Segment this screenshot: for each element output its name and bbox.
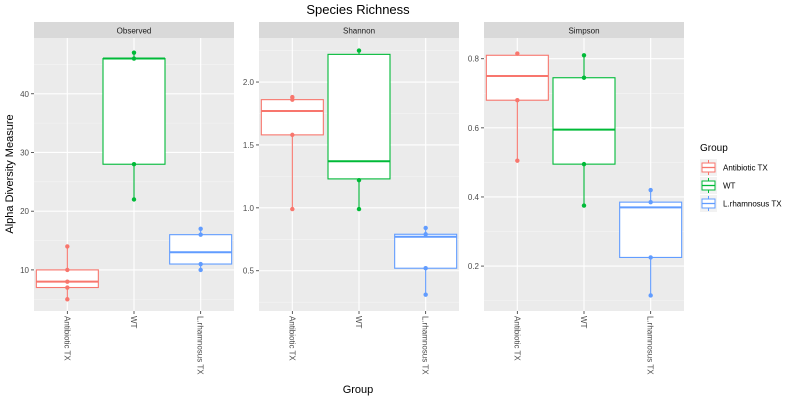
x-tick-label: L.rhamnosus TX <box>421 316 430 375</box>
data-point <box>198 226 203 232</box>
data-point <box>65 267 70 273</box>
y-tick-label: 40 <box>20 90 29 99</box>
data-point <box>581 203 587 208</box>
y-tick-label: 0.4 <box>468 193 480 202</box>
x-tick-label: L.rhamnosus TX <box>196 316 205 375</box>
legend-entry-wt: WT <box>700 177 736 194</box>
data-point <box>290 132 295 138</box>
facet-strip <box>259 22 459 38</box>
data-point <box>65 244 70 249</box>
data-point <box>581 53 587 58</box>
data-point <box>423 232 428 237</box>
facet-strip-label: Shannon <box>343 27 375 36</box>
y-tick-label: 2.0 <box>243 78 255 87</box>
data-point <box>648 187 653 193</box>
data-point <box>198 267 203 273</box>
legend: Group Antibiotic TX WT L.rhamnosus TX <box>700 143 782 212</box>
y-tick-label: 30 <box>20 148 29 157</box>
facet-strip-label: Observed <box>117 27 152 36</box>
data-point <box>648 293 653 298</box>
facet-panel-simpson: Simpson 0.2 0.4 0.6 0.8 Antibiotic TX WT L.rham… <box>468 22 684 375</box>
box-wt <box>102 50 166 202</box>
y-tick-label: 0.2 <box>468 262 480 271</box>
legend-title: Group <box>700 143 728 154</box>
data-point <box>515 98 520 103</box>
data-point <box>198 232 203 237</box>
data-point <box>581 75 587 80</box>
y-tick-label: 0.6 <box>468 124 480 133</box>
box-iqr <box>102 57 166 165</box>
x-tick-label: Antibiotic TX <box>287 316 296 361</box>
box-iqr <box>260 99 324 136</box>
box-wt <box>552 53 616 208</box>
data-point <box>356 48 362 53</box>
legend-label: Antibiotic TX <box>723 164 768 173</box>
data-point <box>648 255 653 260</box>
chart-title: Species Richness <box>306 2 410 17</box>
data-point <box>131 50 137 55</box>
data-point <box>65 297 70 302</box>
x-tick-label: WT <box>354 316 363 329</box>
data-point <box>423 225 428 231</box>
y-tick-label: 1.5 <box>243 141 255 150</box>
data-point <box>65 285 70 290</box>
facet-strip <box>484 22 684 38</box>
data-point <box>290 206 295 212</box>
box-l-rhamnosus-tx <box>169 226 233 273</box>
box-wt <box>327 48 391 212</box>
box-iqr <box>327 53 391 180</box>
panels-layer: Observed 10 20 30 40 Antibiotic TX WT L.rhamnos… <box>20 22 684 375</box>
facet-panel-observed: Observed 10 20 30 40 Antibiotic TX WT L.rhamnos… <box>20 22 234 375</box>
data-point <box>423 266 428 271</box>
box-l-rhamnosus-tx <box>394 225 458 297</box>
box-antibiotic-tx <box>485 51 549 163</box>
legend-entry-l-rhamnosus-tx: L.rhamnosus TX <box>700 195 782 212</box>
data-point <box>581 161 587 167</box>
y-tick-label: 0.8 <box>468 55 480 64</box>
y-axis-title: Alpha Diversity Measure <box>4 114 16 233</box>
legend-label: WT <box>723 182 736 191</box>
facet-strip <box>34 22 234 38</box>
data-point <box>198 261 203 267</box>
data-point <box>515 51 520 56</box>
box-iqr <box>485 54 549 101</box>
x-axis-title: Group <box>343 384 374 396</box>
x-tick-label: L.rhamnosus TX <box>646 316 655 375</box>
box-iqr <box>394 233 458 269</box>
facet-panel-shannon: Shannon 0.5 1.0 1.5 2.0 Antibiotic TX WT L.rham… <box>243 22 459 375</box>
data-point <box>423 292 428 297</box>
box-iqr <box>35 269 99 289</box>
box-antibiotic-tx <box>35 244 99 302</box>
data-point <box>648 199 653 205</box>
legend-label: L.rhamnosus TX <box>723 200 782 209</box>
y-tick-label: 0.5 <box>243 267 255 276</box>
data-point <box>515 158 520 163</box>
box-iqr <box>169 234 233 265</box>
data-point <box>290 94 295 100</box>
data-point <box>131 162 137 167</box>
x-tick-label: Antibiotic TX <box>512 316 521 361</box>
x-tick-label: Antibiotic TX <box>62 316 71 361</box>
box-iqr <box>619 201 683 258</box>
data-point <box>356 177 362 183</box>
facet-strip-label: Simpson <box>568 27 599 36</box>
y-tick-label: 20 <box>20 207 29 216</box>
box-antibiotic-tx <box>260 94 324 212</box>
legend-entry-antibiotic-tx: Antibiotic TX <box>700 159 768 176</box>
data-point <box>65 279 70 284</box>
x-tick-label: WT <box>129 316 138 329</box>
data-point <box>131 197 137 202</box>
y-tick-label: 1.0 <box>243 204 255 213</box>
data-point <box>131 56 137 61</box>
y-tick-label: 10 <box>20 266 29 275</box>
x-tick-label: WT <box>579 316 588 329</box>
data-point <box>356 206 362 212</box>
box-l-rhamnosus-tx <box>619 187 683 298</box>
box-iqr <box>552 77 616 165</box>
